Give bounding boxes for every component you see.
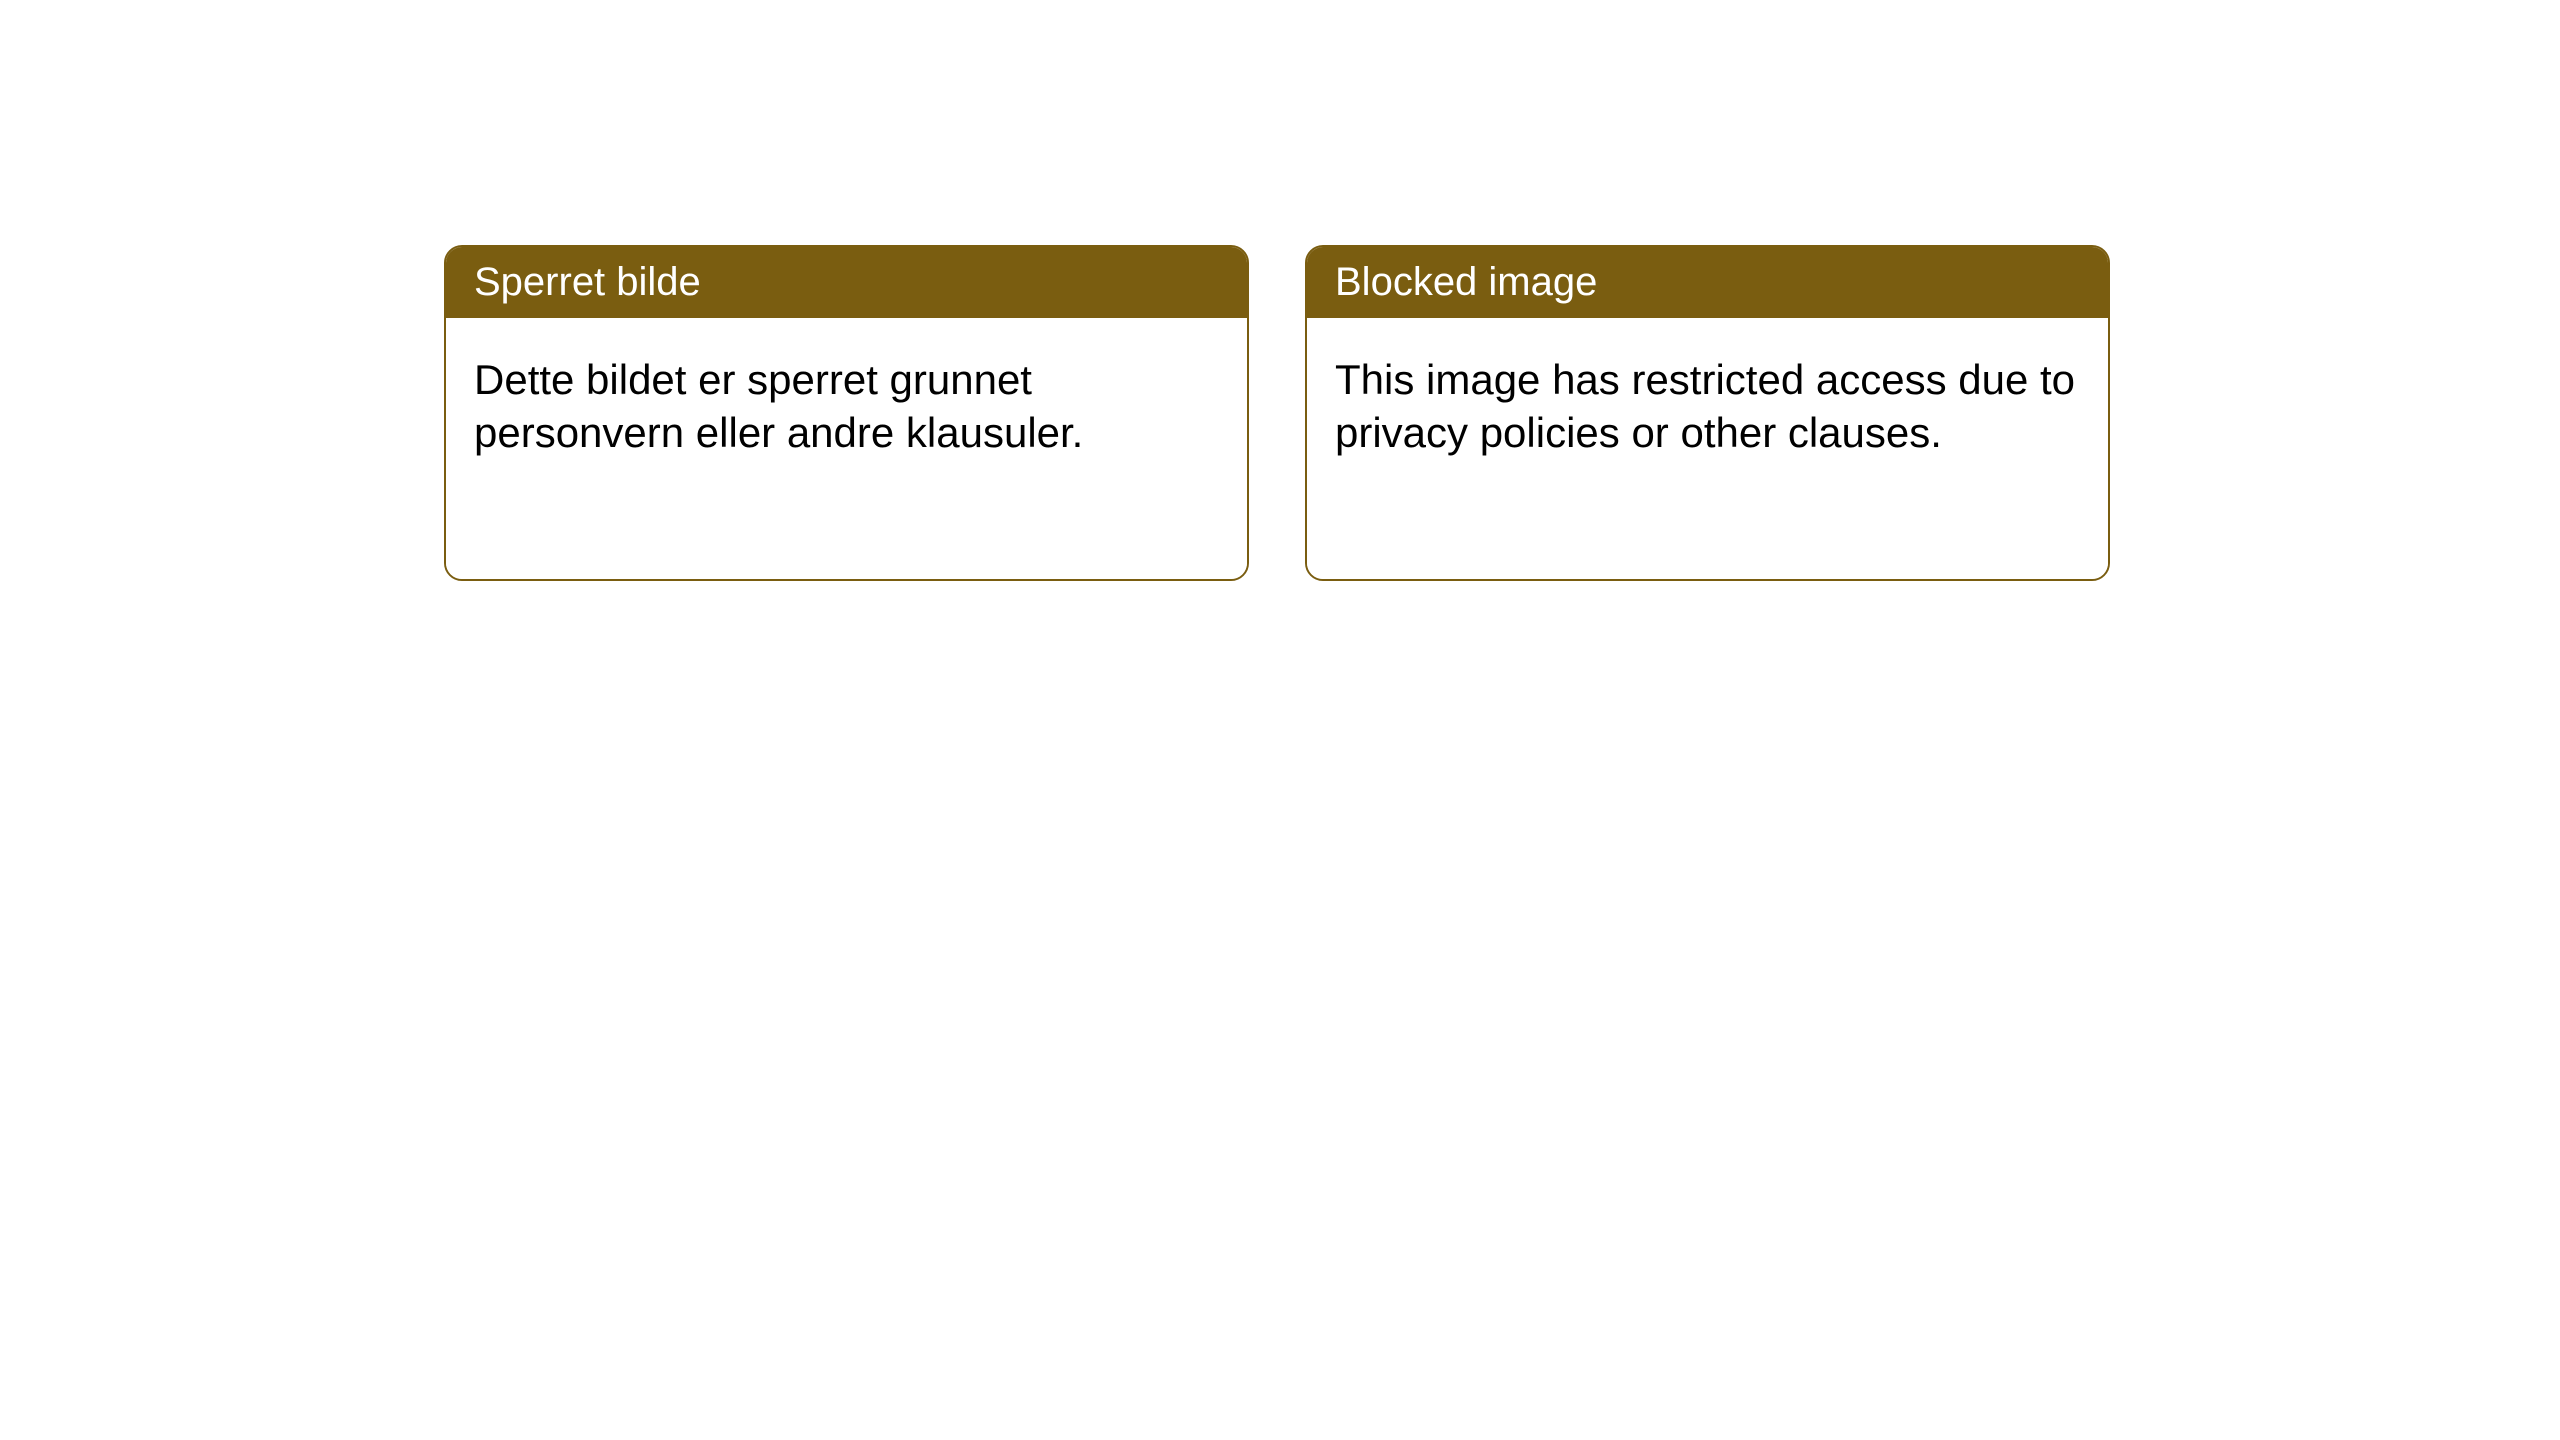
card-header-text: Blocked image (1335, 260, 1597, 304)
card-body-text: Dette bildet er sperret grunnet personve… (474, 354, 1219, 459)
card-header-text: Sperret bilde (474, 260, 701, 304)
notice-card-english: Blocked image This image has restricted … (1305, 245, 2110, 581)
card-body-text: This image has restricted access due to … (1335, 354, 2080, 459)
card-body: Dette bildet er sperret grunnet personve… (446, 318, 1247, 579)
notice-card-norwegian: Sperret bilde Dette bildet er sperret gr… (444, 245, 1249, 581)
notice-container: Sperret bilde Dette bildet er sperret gr… (0, 0, 2560, 581)
card-body: This image has restricted access due to … (1307, 318, 2108, 579)
card-header: Blocked image (1307, 247, 2108, 318)
card-header: Sperret bilde (446, 247, 1247, 318)
